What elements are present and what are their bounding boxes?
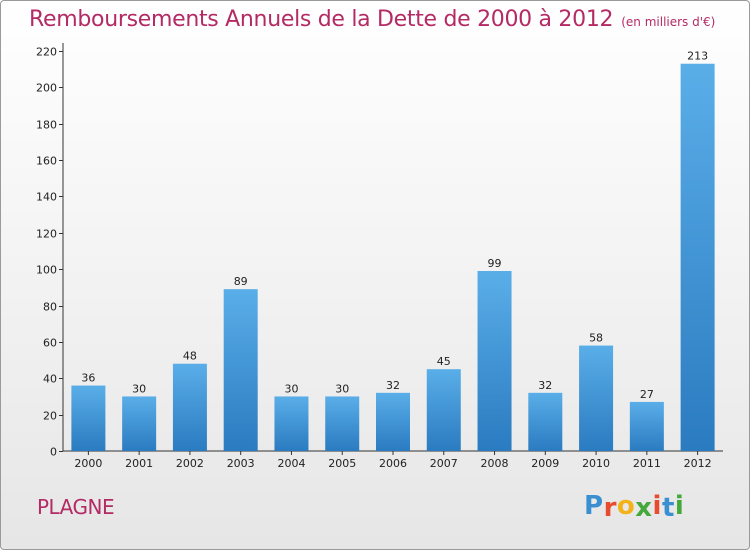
x-tick-label: 2006 (379, 457, 407, 470)
y-tick-label: 100 (36, 264, 57, 277)
y-tick-label: 140 (36, 191, 57, 204)
bar (122, 396, 157, 451)
x-tick-label: 2007 (430, 457, 458, 470)
bar (680, 63, 715, 452)
chart-title-text: Remboursements Annuels de la Dette de 20… (29, 7, 614, 32)
x-tick-label: 2005 (328, 457, 356, 470)
bar-value-label: 45 (437, 355, 451, 368)
bar (579, 345, 614, 451)
chart-subtitle: (en milliers d'€) (621, 15, 716, 29)
proxiti-logo[interactable]: Proxiti (584, 491, 685, 523)
logo-letter: r (603, 493, 617, 523)
bar-value-label: 48 (183, 350, 197, 363)
bar (528, 392, 563, 451)
bar-value-label: 30 (284, 382, 298, 395)
x-tick-label: 2002 (176, 457, 204, 470)
logo-letter: o (616, 491, 636, 521)
bar (629, 401, 664, 451)
x-tick-label: 2012 (684, 457, 712, 470)
x-tick-label: 2008 (481, 457, 509, 470)
x-tick-label: 2001 (125, 457, 153, 470)
axes: 0 20 40 60 80 100 120 140 160 180 200 220 2000 2001 20… (36, 43, 723, 470)
x-tick-label: 2010 (582, 457, 610, 470)
y-tick-label: 160 (36, 155, 57, 168)
x-tick-label: 2009 (531, 457, 559, 470)
y-tick-label: 220 (36, 46, 57, 59)
logo-letter: x (635, 493, 653, 523)
bar (426, 369, 461, 451)
y-tick-label: 40 (43, 373, 57, 386)
bar (376, 392, 410, 451)
logo-letter: t (661, 493, 675, 523)
logo-letter: i (652, 491, 662, 521)
y-tick-label: 180 (36, 119, 57, 132)
y-tick-label: 20 (43, 410, 57, 423)
y-tick-label: 60 (43, 337, 57, 350)
bar-value-label: 58 (589, 332, 603, 345)
bar (172, 363, 207, 451)
bar-value-label: 32 (538, 379, 552, 392)
x-tick-label: 2011 (633, 457, 661, 470)
bar-value-label: 89 (234, 275, 248, 288)
bar-value-label: 36 (81, 372, 95, 385)
bar (71, 385, 106, 451)
x-tick-label: 2004 (277, 457, 305, 470)
y-tick-label: 120 (36, 228, 57, 241)
logo-letter: i (674, 491, 685, 521)
bar (223, 289, 258, 451)
commune-name: PLAGNE (37, 495, 115, 519)
bar (274, 396, 309, 451)
bar (325, 396, 360, 451)
bar-value-label: 32 (386, 379, 400, 392)
bar (477, 271, 512, 451)
bar-value-label: 30 (132, 382, 146, 395)
y-tick-label: 80 (43, 301, 57, 314)
chart-title: Remboursements Annuels de la Dette de 20… (29, 7, 715, 32)
logo-letter: P (584, 491, 604, 521)
x-tick-label: 2003 (227, 457, 255, 470)
bar-value-label: 99 (488, 257, 502, 270)
y-tick-label: 0 (50, 446, 57, 459)
x-tick-label: 2000 (74, 457, 102, 470)
y-tick-label: 200 (36, 82, 57, 95)
bar-value-label: 213 (687, 50, 708, 63)
bars: 36 30 48 89 30 30 32 45 99 32 58 27 213 (71, 50, 715, 452)
bar-value-label: 30 (335, 382, 349, 395)
bar-value-label: 27 (640, 388, 654, 401)
